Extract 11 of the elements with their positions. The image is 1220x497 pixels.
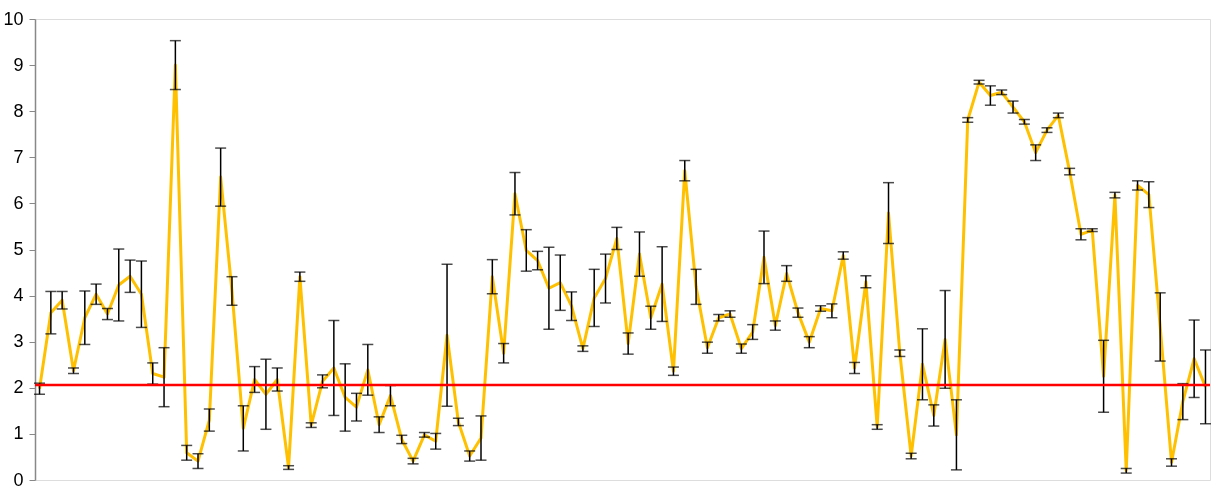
y-tick-label: 0 (13, 469, 24, 490)
y-tick-label: 10 (3, 8, 24, 29)
y-tick-label: 9 (13, 54, 24, 75)
y-tick-label: 1 (13, 423, 24, 444)
y-tick-label: 5 (13, 239, 24, 259)
y-tick-label: 2 (13, 377, 24, 398)
y-tick-label: 7 (13, 146, 24, 167)
y-tick-label: 6 (13, 192, 24, 213)
y-tick-label: 4 (13, 285, 24, 306)
y-tick-label: 3 (13, 331, 24, 352)
y-tick-label: 8 (13, 100, 24, 121)
